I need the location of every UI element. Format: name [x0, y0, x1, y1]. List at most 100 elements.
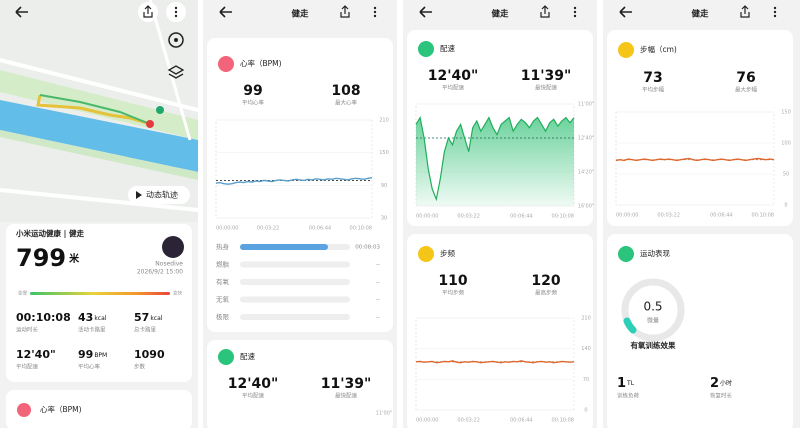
heart-icon: [17, 403, 31, 417]
stat-value: 99BPM: [78, 348, 107, 361]
speed-scale: [30, 292, 170, 295]
label: 运动表现: [640, 248, 670, 258]
pace-icon: [218, 349, 234, 365]
stat-label: 最大步幅: [735, 86, 758, 94]
x-tick-label: 00:00:00: [416, 214, 438, 220]
label: 00:08:03: [355, 245, 380, 251]
label: 微量: [647, 317, 659, 325]
summary-card: [6, 224, 192, 382]
label: 健走: [291, 9, 309, 20]
label: 健走: [691, 9, 709, 20]
stat-value: 12'40": [428, 68, 479, 84]
stat-label: 运动时长: [16, 326, 39, 334]
stat-unit: 小时: [720, 379, 732, 387]
label: 变快: [173, 290, 182, 297]
y-tick-label: 140: [581, 346, 591, 352]
label: --: [376, 297, 380, 303]
stat-value: 43kcal: [78, 311, 107, 324]
stat-label: 总卡路里: [134, 326, 157, 334]
y-tick-label: 210: [379, 118, 389, 124]
distance: 799 米: [16, 244, 80, 272]
stat-label: 步数: [134, 363, 146, 371]
stat-value: 110: [438, 273, 467, 289]
card: [607, 30, 793, 226]
x-tick-label: 00:03:22: [457, 418, 479, 424]
label: 燃脂: [216, 260, 230, 269]
stat-value: 120: [531, 273, 560, 289]
label: 心率（BPM): [240, 58, 282, 68]
y-tick-label: 0: [784, 203, 787, 209]
stat-value: 57kcal: [134, 311, 163, 324]
stat-value: 99: [243, 83, 262, 99]
y-tick-label: 16'00": [578, 204, 594, 210]
stat-label: 平均心率: [242, 99, 265, 107]
y-tick-label: 210: [581, 316, 591, 322]
stat-label: 最快配速: [335, 392, 358, 400]
map-button: 动态轨迹: [146, 190, 178, 200]
zone-track: [240, 279, 350, 285]
zone-bar: [240, 244, 328, 250]
heart-icon: [218, 56, 234, 72]
stat-number: 12'40": [428, 68, 479, 84]
stat-number: 11'39": [321, 376, 372, 392]
label: 健走: [491, 9, 509, 20]
stat-value: 76: [736, 70, 755, 86]
stat-value: 12'40": [16, 348, 56, 361]
stat-label: 平均步频: [442, 289, 465, 297]
label: 步频: [440, 248, 455, 258]
stat-number: 43: [78, 311, 93, 324]
stat-value: 73: [643, 70, 662, 86]
stat-unit: kcal: [94, 315, 106, 322]
label: 变慢: [18, 290, 27, 297]
x-tick-label: 00:06:44: [510, 418, 532, 424]
stat-value: 12'40": [228, 376, 279, 392]
y-tick-label: 30: [381, 216, 387, 222]
stat-label: 平均心率: [78, 363, 101, 371]
line: [415, 115, 575, 202]
stat-value: 2小时: [710, 376, 732, 391]
y-tick-label: 90: [381, 183, 387, 189]
line: [415, 360, 575, 364]
stat-value: 11'39": [321, 376, 372, 392]
x-tick-label: 00:06:44: [710, 213, 732, 219]
stat-number: 12'40": [228, 376, 279, 392]
menu-dots: [373, 6, 777, 18]
label: 0.5: [643, 300, 662, 314]
stat-number: 73: [643, 70, 662, 86]
stat-number: 1090: [134, 348, 165, 361]
distance-value: 799: [16, 244, 66, 272]
label: --: [376, 315, 380, 321]
stat-label: 最快配速: [535, 84, 558, 92]
stat-number: 99: [78, 348, 93, 361]
x-tick-label: 00:00:00: [416, 418, 438, 424]
x-tick-label: 00:03:22: [657, 213, 679, 219]
label: 配速: [440, 44, 455, 53]
stat-label: 平均配速: [16, 363, 39, 371]
x-tick-label: 00:10:08: [752, 213, 774, 219]
stat-number: 110: [438, 273, 467, 289]
stat-value: 1090: [134, 348, 165, 361]
label: 有氧: [216, 277, 230, 286]
card: [207, 340, 393, 428]
stat-number: 76: [736, 70, 755, 86]
stat-unit: TL: [626, 380, 635, 387]
pace-icon: [418, 41, 434, 57]
stat-label: 平均配速: [242, 392, 265, 400]
label: Nosedive: [155, 261, 183, 268]
performance-icon: [618, 246, 634, 262]
label: 无氧: [216, 295, 230, 304]
gauge-track: [621, 278, 685, 342]
cadence-icon: [418, 246, 434, 262]
stat-number: 57: [134, 311, 149, 324]
line: [215, 177, 373, 185]
y-tick-label: 50: [783, 172, 789, 178]
x-tick-label: 00:10:08: [552, 214, 574, 220]
y-tick-label: 100: [781, 141, 791, 147]
stat-label: 恢复时长: [710, 392, 733, 400]
stat-number: 00:10:08: [16, 311, 71, 324]
line: [615, 157, 775, 162]
label: 有氧训练效果: [631, 340, 676, 350]
x-tick-label: 00:00:00: [616, 213, 638, 219]
y-tick-label: 12'40": [578, 136, 594, 142]
